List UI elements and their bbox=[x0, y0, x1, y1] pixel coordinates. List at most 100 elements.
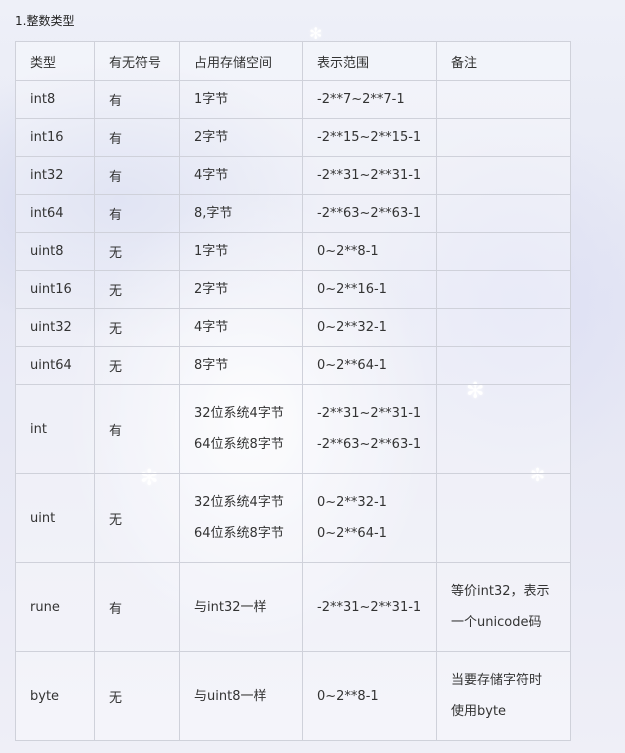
cell-type: byte bbox=[15, 651, 95, 741]
cell-signed: 有 bbox=[94, 562, 180, 652]
cell-note bbox=[436, 308, 571, 347]
cell-type: uint32 bbox=[15, 308, 95, 347]
cell-range-line: -2**15~2**15-1 bbox=[317, 130, 422, 145]
cell-storage-size: 2字节 bbox=[179, 118, 303, 157]
cell-note bbox=[436, 270, 571, 309]
cell-range: -2**15~2**15-1 bbox=[302, 118, 437, 157]
cell-type: int16 bbox=[15, 118, 95, 157]
cell-storage-size: 32位系统4字节 64位系统8字节 bbox=[179, 384, 303, 474]
cell-range-line: -2**31~2**31-1 bbox=[317, 406, 422, 421]
cell-note: 等价int32，表示 一个unicode码 bbox=[436, 562, 571, 652]
table-row: rune 有与int32一样 -2**31~2**31-1 等价int32，表示 一个u… bbox=[15, 562, 571, 652]
cell-type: int64 bbox=[15, 194, 95, 233]
cell-range-line: -2**31~2**31-1 bbox=[317, 599, 422, 615]
cell-storage-size-line: 1字节 bbox=[194, 244, 229, 259]
cell-note-line: 一个unicode码 bbox=[451, 615, 542, 630]
cell-note-line: 等价int32，表示 bbox=[451, 584, 550, 599]
header-signed: 有无符号 bbox=[94, 41, 180, 81]
cell-storage-size: 1字节 bbox=[179, 232, 303, 271]
cell-range-line: 0~2**8-1 bbox=[317, 688, 379, 704]
cell-signed: 无 bbox=[94, 308, 180, 347]
cell-storage-size: 8字节 bbox=[179, 346, 303, 385]
cell-storage-size-line: 1字节 bbox=[194, 92, 229, 107]
cell-range-line: 0~2**64-1 bbox=[317, 358, 387, 373]
header-type: 类型 bbox=[15, 41, 95, 81]
cell-signed: 有 bbox=[94, 384, 180, 474]
cell-range-line: -2**63~2**63-1 bbox=[317, 437, 422, 452]
table-row: byte 无与uint8一样 0~2**8-1 当要存储字符时 使用byte bbox=[15, 651, 571, 741]
cell-storage-size: 4字节 bbox=[179, 156, 303, 195]
cell-note-line: 使用byte bbox=[451, 704, 507, 719]
cell-storage-size-line: 2字节 bbox=[194, 130, 229, 145]
cell-storage-size: 8,字节 bbox=[179, 194, 303, 233]
header-storage-size: 占用存储空间 bbox=[179, 41, 303, 81]
cell-signed: 有 bbox=[94, 156, 180, 195]
cell-type: uint bbox=[15, 473, 95, 563]
cell-signed: 无 bbox=[94, 346, 180, 385]
cell-storage-size-line: 32位系统4字节 bbox=[194, 406, 284, 421]
cell-storage-size: 32位系统4字节 64位系统8字节 bbox=[179, 473, 303, 563]
cell-note: 当要存储字符时 使用byte bbox=[436, 651, 571, 741]
cell-type: int bbox=[15, 384, 95, 474]
cell-range: 0~2**64-1 bbox=[302, 346, 437, 385]
cell-storage-size-line: 4字节 bbox=[194, 168, 229, 183]
cell-signed: 无 bbox=[94, 651, 180, 741]
cell-range-line: -2**7~2**7-1 bbox=[317, 92, 405, 107]
cell-range: -2**31~2**31-1 bbox=[302, 562, 437, 652]
cell-storage-size: 与int32一样 bbox=[179, 562, 303, 652]
cell-storage-size-line: 与int32一样 bbox=[194, 599, 267, 615]
cell-storage-size-line: 64位系统8字节 bbox=[194, 526, 284, 541]
table-row: uint16 无 2字节 0~2**16-1 bbox=[15, 270, 571, 309]
cell-range-line: 0~2**32-1 bbox=[317, 495, 387, 510]
cell-signed: 无 bbox=[94, 232, 180, 271]
cell-signed: 无 bbox=[94, 473, 180, 563]
cell-type: uint64 bbox=[15, 346, 95, 385]
cell-range: 0~2**8-1 bbox=[302, 651, 437, 741]
cell-note bbox=[436, 346, 571, 385]
cell-range-line: 0~2**64-1 bbox=[317, 526, 387, 541]
section-heading: 1.整数类型 bbox=[15, 14, 75, 28]
cell-range-line: 0~2**8-1 bbox=[317, 244, 379, 259]
table-row: int32 有 4字节 -2**31~2**31-1 bbox=[15, 156, 571, 195]
cell-range-line: -2**31~2**31-1 bbox=[317, 168, 422, 183]
table-row: uint64 无 8字节 0~2**64-1 bbox=[15, 346, 571, 385]
table-row: int 有 32位系统4字节 64位系统8字节 -2**31~2**31-1 -2**63… bbox=[15, 384, 571, 474]
cell-note bbox=[436, 156, 571, 195]
cell-storage-size-line: 32位系统4字节 bbox=[194, 495, 284, 510]
cell-storage-size-line: 4字节 bbox=[194, 320, 229, 335]
table-row: int8 有 1字节 -2**7~2**7-1 bbox=[15, 80, 571, 119]
cell-range: -2**31~2**31-1 bbox=[302, 156, 437, 195]
cell-range: 0~2**32-1 bbox=[302, 308, 437, 347]
cell-type: rune bbox=[15, 562, 95, 652]
cell-storage-size-line: 与uint8一样 bbox=[194, 688, 267, 704]
cell-note bbox=[436, 194, 571, 233]
cell-storage-size: 与uint8一样 bbox=[179, 651, 303, 741]
cell-storage-size-line: 8字节 bbox=[194, 358, 229, 373]
cell-note bbox=[436, 80, 571, 119]
table-header-row: 类型 有无符号 占用存储空间 表示范围 备注 bbox=[15, 41, 571, 81]
header-note: 备注 bbox=[436, 41, 571, 81]
cell-type: uint8 bbox=[15, 232, 95, 271]
cell-note-line: 当要存储字符时 bbox=[451, 673, 543, 688]
cell-range: 0~2**8-1 bbox=[302, 232, 437, 271]
cell-note bbox=[436, 118, 571, 157]
cell-storage-size-line: 64位系统8字节 bbox=[194, 437, 284, 452]
cell-signed: 有 bbox=[94, 194, 180, 233]
cell-type: int8 bbox=[15, 80, 95, 119]
cell-storage-size: 4字节 bbox=[179, 308, 303, 347]
cell-range-line: 0~2**32-1 bbox=[317, 320, 387, 335]
table-row: int64 有 8,字节 -2**63~2**63-1 bbox=[15, 194, 571, 233]
cell-signed: 有 bbox=[94, 80, 180, 119]
cell-note bbox=[436, 232, 571, 271]
cell-range: 0~2**16-1 bbox=[302, 270, 437, 309]
integer-types-table: 类型 有无符号 占用存储空间 表示范围 备注 int8 有 1字节 -2**7~2**… bbox=[15, 41, 571, 741]
cell-range: 0~2**32-1 0~2**64-1 bbox=[302, 473, 437, 563]
cell-storage-size: 1字节 bbox=[179, 80, 303, 119]
cell-note bbox=[436, 384, 571, 474]
table-row: uint32 无 4字节 0~2**32-1 bbox=[15, 308, 571, 347]
cell-storage-size-line: 8,字节 bbox=[194, 206, 233, 221]
cell-storage-size-line: 2字节 bbox=[194, 282, 229, 297]
cell-type: uint16 bbox=[15, 270, 95, 309]
cell-range: -2**7~2**7-1 bbox=[302, 80, 437, 119]
table-row: uint8 无 1字节 0~2**8-1 bbox=[15, 232, 571, 271]
